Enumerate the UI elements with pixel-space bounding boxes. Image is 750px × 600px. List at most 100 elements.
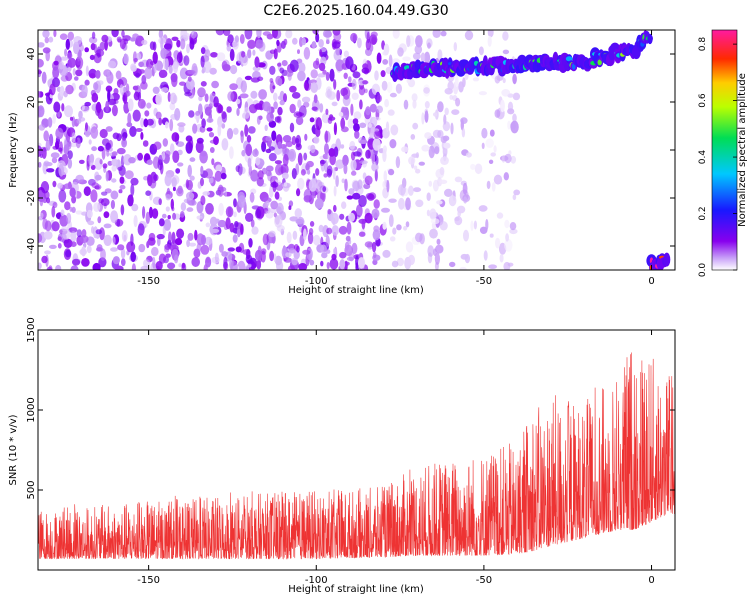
heatmap-cell <box>264 124 268 131</box>
heatmap-cell <box>295 138 300 144</box>
heatmap-cell <box>339 213 345 220</box>
heatmap-cell <box>329 258 339 270</box>
heatmap-cell <box>470 220 474 232</box>
heatmap-cell <box>73 36 83 45</box>
heatmap-cell <box>51 221 60 232</box>
heatmap-cell <box>269 185 274 198</box>
heatmap-cell <box>252 66 261 72</box>
heatmap-cell <box>127 112 132 126</box>
heatmap-cell <box>351 242 358 255</box>
heatmap-cell <box>359 139 368 144</box>
heatmap-cell <box>60 209 65 217</box>
heatmap-cell <box>140 81 148 90</box>
heatmap-cell <box>90 43 96 51</box>
heatmap-cell <box>99 128 108 139</box>
heatmap-cell <box>208 177 214 184</box>
heatmap-cell <box>501 155 506 163</box>
heatmap-cell <box>330 212 339 225</box>
heatmap-cell <box>187 164 192 178</box>
heatmap-cell <box>382 59 389 65</box>
heatmap-cell <box>200 195 206 206</box>
heatmap-cell <box>233 127 239 135</box>
heatmap-cell <box>401 146 409 153</box>
heatmap-cell <box>339 251 347 259</box>
heatmap-cell <box>274 116 281 123</box>
heatmap-cell <box>165 206 170 212</box>
heatmap-cell <box>169 143 175 155</box>
heatmap-cell <box>88 36 98 44</box>
heatmap-cell <box>97 216 102 224</box>
heatmap-cell <box>72 258 81 266</box>
heatmap-cell <box>106 70 111 79</box>
heatmap-cell <box>485 138 494 148</box>
heatmap-cell <box>95 49 105 57</box>
heatmap-cell <box>307 169 311 175</box>
heatmap-cell <box>249 192 255 203</box>
heatmap-cell <box>423 84 431 97</box>
heatmap-cell <box>220 172 227 180</box>
heatmap-cell <box>420 52 426 63</box>
heatmap-cell <box>302 249 311 255</box>
heatmap-cell <box>479 226 488 234</box>
heatmap-cell <box>262 233 269 246</box>
heatmap-cell <box>53 101 61 113</box>
heatmap-cell <box>341 201 347 209</box>
heatmap-cell <box>83 186 91 197</box>
heatmap-cell <box>265 200 270 207</box>
heatmap-cell <box>200 177 204 187</box>
heatmap-cell <box>403 99 409 110</box>
heatmap-cell <box>152 51 158 64</box>
heatmap-cell <box>352 71 361 79</box>
heatmap-cell <box>115 70 122 80</box>
heatmap-cell <box>478 46 484 56</box>
heatmap-cell <box>265 135 272 142</box>
heatmap-cell <box>174 254 179 264</box>
heatmap-cell <box>130 183 135 197</box>
heatmap-cell <box>89 73 96 78</box>
heatmap-cell <box>512 73 517 85</box>
heatmap-cell <box>189 175 195 181</box>
heatmap-cell <box>428 145 435 159</box>
heatmap-cell <box>254 249 263 261</box>
heatmap-cell <box>298 62 306 74</box>
heatmap-cell <box>38 262 42 270</box>
heatmap-cell <box>346 221 352 235</box>
heatmap-cell <box>382 181 386 189</box>
heatmap-cell <box>488 264 497 270</box>
heatmap-cell <box>217 124 222 137</box>
heatmap-cell <box>463 196 468 204</box>
heatmap-cell <box>354 130 360 139</box>
heatmap-cell <box>405 197 411 211</box>
heatmap-cell <box>289 85 297 93</box>
heatmap-cell <box>142 140 149 147</box>
snr-y-ticks: 500 1000 1500 <box>26 317 675 500</box>
heatmap-cell <box>121 258 126 267</box>
heatmap-cell <box>343 72 348 80</box>
heatmap-cell <box>451 109 460 115</box>
heatmap-cell <box>95 101 102 114</box>
heatmap-cell <box>421 112 425 125</box>
heatmap-cell <box>483 250 488 261</box>
heatmap-cell <box>381 80 388 91</box>
heatmap-cell <box>170 73 178 83</box>
heatmap-cell <box>406 35 411 48</box>
heatmap-cell <box>380 70 386 78</box>
heatmap-cell <box>176 39 181 48</box>
heatmap-cell <box>218 202 224 216</box>
heatmap-cell <box>311 41 317 49</box>
y-tick-label: 20 <box>26 96 37 109</box>
heatmap-cell <box>194 229 198 241</box>
heatmap-cell <box>461 127 466 138</box>
heatmap-cell <box>158 117 163 126</box>
heatmap-cell <box>61 103 65 112</box>
heatmap-cell <box>105 126 113 132</box>
heatmap-cell <box>359 122 367 129</box>
heatmap-cell <box>69 142 78 148</box>
heatmap-cell <box>308 79 312 85</box>
heatmap-cell <box>133 215 138 228</box>
heatmap-cell <box>295 116 304 126</box>
heatmap-cell <box>46 197 51 204</box>
heatmap-cell <box>389 236 396 242</box>
heatmap-cell <box>371 151 376 165</box>
heatmap-cell <box>230 260 238 270</box>
